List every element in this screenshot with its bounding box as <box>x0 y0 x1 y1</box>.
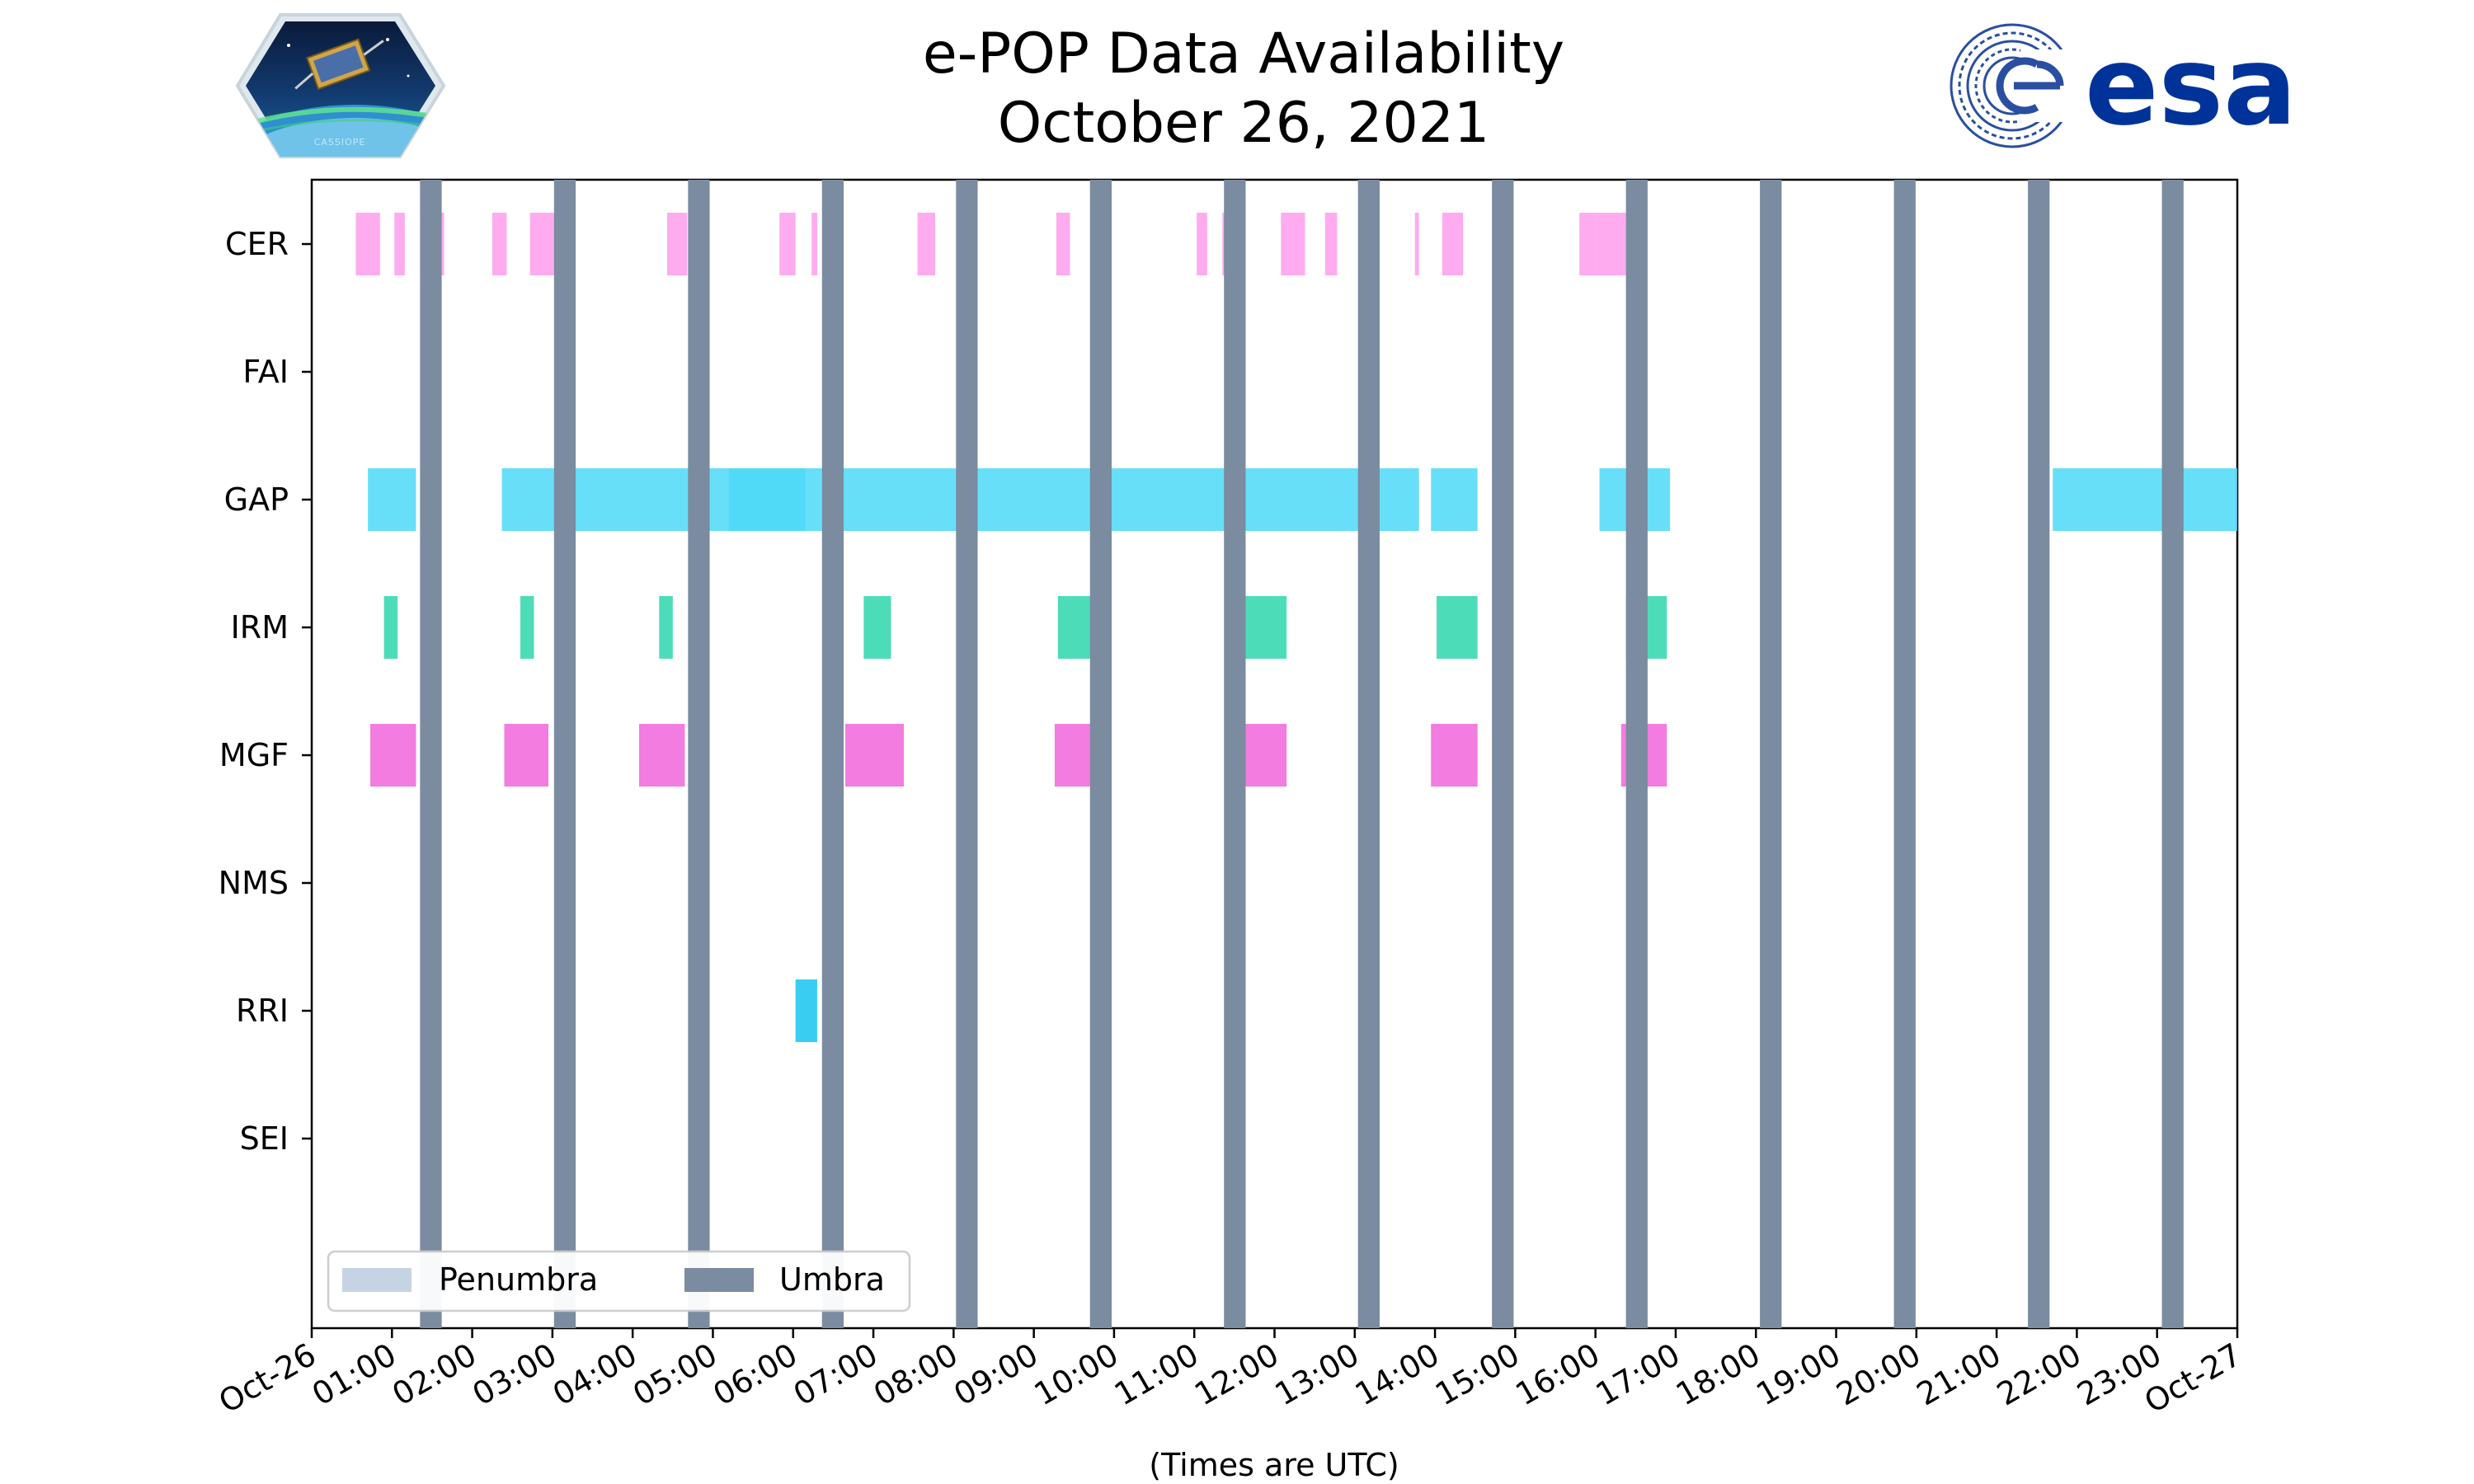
umbra-band-9 <box>1625 180 1648 1328</box>
esa-logo: esa <box>1950 23 2297 150</box>
bar-cer-4 <box>529 213 557 275</box>
bar-mgf-1 <box>504 724 549 787</box>
umbra-band-0 <box>420 180 442 1328</box>
bar-irm-2 <box>659 596 673 659</box>
y-tick-label-gap: GAP <box>224 481 289 518</box>
chart-subtitle: October 26, 2021 <box>998 91 1490 156</box>
bar-gap-0 <box>368 468 416 531</box>
x-axis-label: (Times are UTC) <box>1149 1447 1399 1483</box>
umbra-band-2 <box>688 180 710 1328</box>
bar-mgf-3 <box>844 724 905 787</box>
legend-label-penumbra: Penumbra <box>439 1261 598 1298</box>
legend-swatch-umbra <box>684 1268 754 1292</box>
bar-cer-7 <box>811 213 817 275</box>
bar-irm-5 <box>1244 596 1287 659</box>
bar-cer-0 <box>355 213 380 275</box>
bar-cer-5 <box>667 213 688 275</box>
esa-logo-text: esa <box>2085 23 2297 150</box>
umbra-band-3 <box>821 180 844 1328</box>
bar-cer-3 <box>492 213 507 275</box>
bar-irm-1 <box>520 596 534 659</box>
bar-cer-18 <box>1595 213 1626 275</box>
y-tick-label-cer: CER <box>225 226 289 262</box>
umbra-band-10 <box>1760 180 1782 1328</box>
cassiope-logo-text: CASSIOPE <box>314 137 366 148</box>
umbra-band-1 <box>553 180 576 1328</box>
legend-frame <box>327 1250 911 1313</box>
bar-gap-3 <box>1431 468 1478 531</box>
legend-swatch-penumbra <box>342 1268 412 1292</box>
bar-cer-15 <box>1414 213 1419 275</box>
y-tick-label-fai: FAI <box>242 354 289 390</box>
bar-cer-17 <box>1579 213 1596 275</box>
y-tick-label-mgf: MGF <box>219 737 289 773</box>
bar-cer-8 <box>917 213 935 275</box>
chart-title: e-POP Data Availability <box>923 21 1564 87</box>
bar-rri-0 <box>795 979 817 1042</box>
bar-cer-12 <box>1281 213 1305 275</box>
legend: Penumbra Umbra <box>327 1250 911 1313</box>
y-tick-label-irm: IRM <box>231 609 289 646</box>
y-tick-label-nms: NMS <box>219 865 289 901</box>
esa-swirl-icon <box>1950 23 2078 148</box>
y-tick-label-sei: SEI <box>240 1120 289 1157</box>
bar-cer-13 <box>1324 213 1338 275</box>
umbra-band-7 <box>1357 180 1380 1328</box>
data-layer <box>355 213 2237 1042</box>
bar-mgf-0 <box>370 724 416 787</box>
y-tick-label-rri: RRI <box>236 993 289 1029</box>
umbra-band-6 <box>1224 180 1246 1328</box>
bar-cer-9 <box>1056 213 1070 275</box>
bar-cer-16 <box>1442 213 1464 275</box>
bar-irm-3 <box>863 596 891 659</box>
bar-mgf-6 <box>1431 724 1478 787</box>
umbra-band-5 <box>1089 180 1112 1328</box>
bar-cer-6 <box>779 213 796 275</box>
umbra-band-13 <box>2161 180 2184 1328</box>
legend-label-umbra: Umbra <box>779 1261 885 1298</box>
umbra-band-12 <box>2028 180 2050 1328</box>
umbra-band-4 <box>956 180 978 1328</box>
bar-irm-0 <box>383 596 398 659</box>
umbra-layer <box>420 180 2184 1328</box>
y-axis: CER FAI GAP IRM MGF NMS RRI SEI <box>219 226 312 1157</box>
bar-gap-2 <box>728 468 806 531</box>
bar-cer-10 <box>1197 213 1207 275</box>
bar-cer-1 <box>394 213 405 275</box>
bar-mgf-5 <box>1242 724 1287 787</box>
satellite-icon <box>294 38 384 91</box>
bar-mgf-2 <box>638 724 685 787</box>
bar-irm-6 <box>1437 596 1478 659</box>
umbra-band-11 <box>1893 180 1916 1328</box>
bar-gap-6 <box>2053 468 2237 531</box>
umbra-band-8 <box>1492 180 1514 1328</box>
